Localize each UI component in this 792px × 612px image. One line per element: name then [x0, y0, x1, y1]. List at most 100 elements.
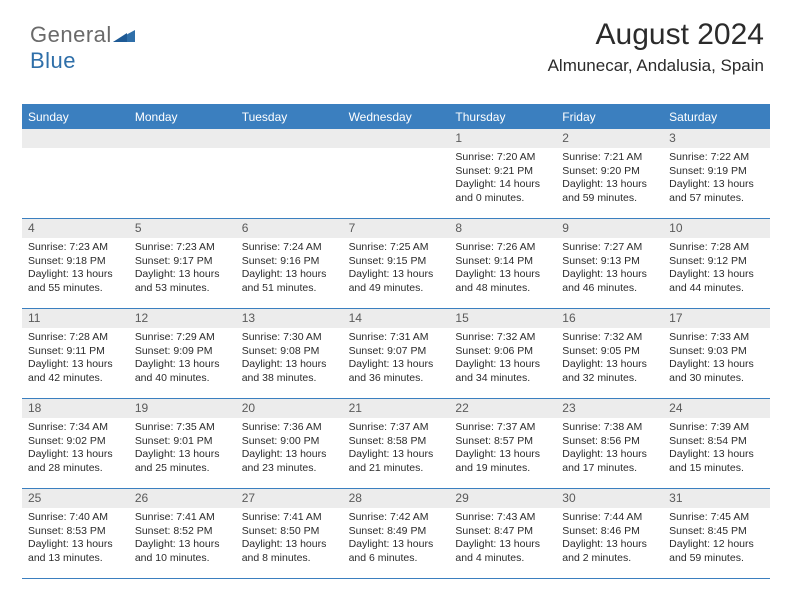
day-number: 8 [449, 219, 556, 238]
day-cell: 31Sunrise: 7:45 AMSunset: 8:45 PMDayligh… [663, 489, 770, 579]
daylight-line: Daylight: 13 hours and 19 minutes. [449, 448, 556, 475]
daylight-line: Daylight: 13 hours and 10 minutes. [129, 538, 236, 565]
day-number: 28 [343, 489, 450, 508]
sunrise-line: Sunrise: 7:31 AM [343, 331, 450, 344]
sunrise-line: Sunrise: 7:41 AM [236, 511, 343, 524]
day-cell: 17Sunrise: 7:33 AMSunset: 9:03 PMDayligh… [663, 309, 770, 399]
sunset-line: Sunset: 8:58 PM [343, 435, 450, 448]
day-number: 21 [343, 399, 450, 418]
page-title: August 2024 [548, 18, 764, 52]
weekday-header: Wednesday [343, 106, 450, 129]
daylight-line: Daylight: 14 hours and 0 minutes. [449, 178, 556, 205]
sunrise-line: Sunrise: 7:40 AM [22, 511, 129, 524]
sunset-line: Sunset: 9:09 PM [129, 345, 236, 358]
day-number: 20 [236, 399, 343, 418]
day-number: 3 [663, 129, 770, 148]
weekday-header: Monday [129, 106, 236, 129]
daylight-line: Daylight: 13 hours and 57 minutes. [663, 178, 770, 205]
day-number: 15 [449, 309, 556, 328]
sunrise-line: Sunrise: 7:45 AM [663, 511, 770, 524]
day-number: 25 [22, 489, 129, 508]
empty-cell: . [22, 129, 129, 219]
sunset-line: Sunset: 9:13 PM [556, 255, 663, 268]
day-cell: 25Sunrise: 7:40 AMSunset: 8:53 PMDayligh… [22, 489, 129, 579]
day-cell: 2Sunrise: 7:21 AMSunset: 9:20 PMDaylight… [556, 129, 663, 219]
sunrise-line: Sunrise: 7:34 AM [22, 421, 129, 434]
daylight-line: Daylight: 13 hours and 13 minutes. [22, 538, 129, 565]
sunset-line: Sunset: 8:46 PM [556, 525, 663, 538]
calendar-grid: SundayMondayTuesdayWednesdayThursdayFrid… [22, 104, 770, 579]
sunset-line: Sunset: 9:00 PM [236, 435, 343, 448]
day-number: 6 [236, 219, 343, 238]
day-cell: 18Sunrise: 7:34 AMSunset: 9:02 PMDayligh… [22, 399, 129, 489]
daylight-line: Daylight: 12 hours and 59 minutes. [663, 538, 770, 565]
sunrise-line: Sunrise: 7:37 AM [449, 421, 556, 434]
day-number: 9 [556, 219, 663, 238]
daylight-line: Daylight: 13 hours and 36 minutes. [343, 358, 450, 385]
sunset-line: Sunset: 9:21 PM [449, 165, 556, 178]
sunset-line: Sunset: 9:15 PM [343, 255, 450, 268]
day-number: 27 [236, 489, 343, 508]
sunset-line: Sunset: 8:57 PM [449, 435, 556, 448]
day-number: 13 [236, 309, 343, 328]
day-cell: 27Sunrise: 7:41 AMSunset: 8:50 PMDayligh… [236, 489, 343, 579]
sunrise-line: Sunrise: 7:38 AM [556, 421, 663, 434]
day-cell: 23Sunrise: 7:38 AMSunset: 8:56 PMDayligh… [556, 399, 663, 489]
sunrise-line: Sunrise: 7:42 AM [343, 511, 450, 524]
day-number: 29 [449, 489, 556, 508]
logo: General Blue [30, 22, 135, 74]
daylight-line: Daylight: 13 hours and 51 minutes. [236, 268, 343, 295]
sunrise-line: Sunrise: 7:35 AM [129, 421, 236, 434]
daylight-line: Daylight: 13 hours and 28 minutes. [22, 448, 129, 475]
sunrise-line: Sunrise: 7:20 AM [449, 151, 556, 164]
sunset-line: Sunset: 9:17 PM [129, 255, 236, 268]
day-number: 22 [449, 399, 556, 418]
day-cell: 20Sunrise: 7:36 AMSunset: 9:00 PMDayligh… [236, 399, 343, 489]
daylight-line: Daylight: 13 hours and 15 minutes. [663, 448, 770, 475]
sunrise-line: Sunrise: 7:44 AM [556, 511, 663, 524]
logo-word2: Blue [30, 48, 76, 73]
day-cell: 9Sunrise: 7:27 AMSunset: 9:13 PMDaylight… [556, 219, 663, 309]
day-cell: 3Sunrise: 7:22 AMSunset: 9:19 PMDaylight… [663, 129, 770, 219]
sunset-line: Sunset: 9:03 PM [663, 345, 770, 358]
day-cell: 7Sunrise: 7:25 AMSunset: 9:15 PMDaylight… [343, 219, 450, 309]
sunset-line: Sunset: 9:12 PM [663, 255, 770, 268]
daylight-line: Daylight: 13 hours and 42 minutes. [22, 358, 129, 385]
day-cell: 19Sunrise: 7:35 AMSunset: 9:01 PMDayligh… [129, 399, 236, 489]
sunrise-line: Sunrise: 7:28 AM [663, 241, 770, 254]
sunrise-line: Sunrise: 7:29 AM [129, 331, 236, 344]
day-cell: 30Sunrise: 7:44 AMSunset: 8:46 PMDayligh… [556, 489, 663, 579]
sunset-line: Sunset: 9:16 PM [236, 255, 343, 268]
daylight-line: Daylight: 13 hours and 55 minutes. [22, 268, 129, 295]
sunrise-line: Sunrise: 7:30 AM [236, 331, 343, 344]
sunset-line: Sunset: 8:50 PM [236, 525, 343, 538]
weekday-header: Tuesday [236, 106, 343, 129]
day-number: 24 [663, 399, 770, 418]
sunset-line: Sunset: 8:47 PM [449, 525, 556, 538]
sunrise-line: Sunrise: 7:37 AM [343, 421, 450, 434]
day-cell: 5Sunrise: 7:23 AMSunset: 9:17 PMDaylight… [129, 219, 236, 309]
daylight-line: Daylight: 13 hours and 23 minutes. [236, 448, 343, 475]
sunset-line: Sunset: 9:14 PM [449, 255, 556, 268]
day-cell: 4Sunrise: 7:23 AMSunset: 9:18 PMDaylight… [22, 219, 129, 309]
daylight-line: Daylight: 13 hours and 4 minutes. [449, 538, 556, 565]
day-cell: 10Sunrise: 7:28 AMSunset: 9:12 PMDayligh… [663, 219, 770, 309]
sunrise-line: Sunrise: 7:32 AM [449, 331, 556, 344]
day-number: 11 [22, 309, 129, 328]
sunrise-line: Sunrise: 7:21 AM [556, 151, 663, 164]
daylight-line: Daylight: 13 hours and 46 minutes. [556, 268, 663, 295]
daylight-line: Daylight: 13 hours and 49 minutes. [343, 268, 450, 295]
daylight-line: Daylight: 13 hours and 34 minutes. [449, 358, 556, 385]
sunset-line: Sunset: 9:20 PM [556, 165, 663, 178]
daylight-line: Daylight: 13 hours and 38 minutes. [236, 358, 343, 385]
sunrise-line: Sunrise: 7:32 AM [556, 331, 663, 344]
sunrise-line: Sunrise: 7:26 AM [449, 241, 556, 254]
logo-triangle-icon [113, 22, 135, 36]
day-cell: 12Sunrise: 7:29 AMSunset: 9:09 PMDayligh… [129, 309, 236, 399]
day-number: 10 [663, 219, 770, 238]
daylight-line: Daylight: 13 hours and 6 minutes. [343, 538, 450, 565]
day-cell: 21Sunrise: 7:37 AMSunset: 8:58 PMDayligh… [343, 399, 450, 489]
sunset-line: Sunset: 9:02 PM [22, 435, 129, 448]
empty-cell: . [236, 129, 343, 219]
sunset-line: Sunset: 9:01 PM [129, 435, 236, 448]
